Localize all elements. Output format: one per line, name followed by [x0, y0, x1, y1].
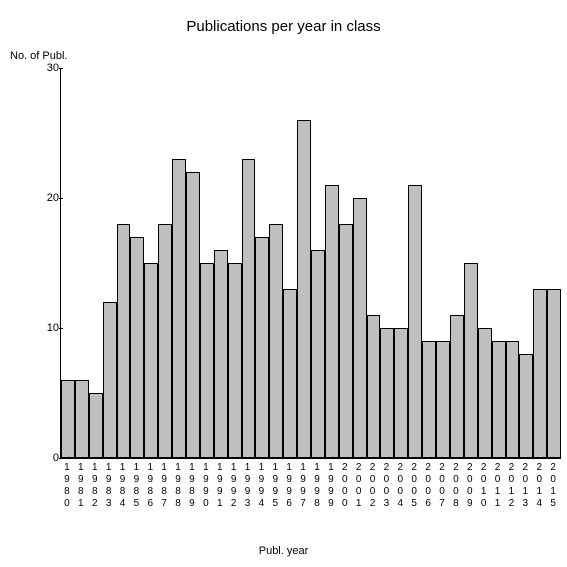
bar — [117, 224, 131, 458]
y-tick-label: 10 — [29, 322, 59, 334]
x-tick-label: 1997 — [296, 462, 310, 510]
bar — [436, 341, 450, 458]
bar — [311, 250, 325, 458]
x-tick-label: 2008 — [449, 462, 463, 510]
y-tick-label: 30 — [29, 62, 59, 74]
bar — [242, 159, 256, 458]
bar — [325, 185, 339, 458]
x-axis-label: Publ. year — [0, 545, 567, 557]
bar — [89, 393, 103, 458]
bar — [61, 380, 75, 458]
bar — [130, 237, 144, 458]
x-tick-label: 1983 — [102, 462, 116, 510]
x-tick-label: 2015 — [546, 462, 560, 510]
x-tick-label: 1992 — [227, 462, 241, 510]
bar — [353, 198, 367, 458]
x-tick-label: 1985 — [129, 462, 143, 510]
y-tick-label: 0 — [29, 452, 59, 464]
x-tick-label: 1991 — [213, 462, 227, 510]
x-tick-label: 1984 — [116, 462, 130, 510]
x-tick-label: 2001 — [352, 462, 366, 510]
x-tick-label: 1987 — [157, 462, 171, 510]
x-tick-label: 2003 — [379, 462, 393, 510]
x-tick-label: 1988 — [171, 462, 185, 510]
bar — [186, 172, 200, 458]
x-tick-label: 2002 — [366, 462, 380, 510]
x-tick-label: 2000 — [338, 462, 352, 510]
x-tick-label: 2007 — [435, 462, 449, 510]
bar — [547, 289, 561, 458]
bar — [450, 315, 464, 458]
bar — [283, 289, 297, 458]
x-tick-label: 2009 — [463, 462, 477, 510]
x-tick-label: 2011 — [491, 462, 505, 510]
x-tick-label: 2005 — [407, 462, 421, 510]
chart-title: Publications per year in class — [0, 18, 567, 35]
plot-area — [60, 68, 561, 459]
x-tick-label: 1989 — [185, 462, 199, 510]
x-tick-label: 2004 — [393, 462, 407, 510]
bar — [506, 341, 520, 458]
bar — [533, 289, 547, 458]
x-tick-label: 1994 — [254, 462, 268, 510]
bar — [144, 263, 158, 458]
x-tick-label: 1981 — [74, 462, 88, 510]
x-tick-label: 1990 — [199, 462, 213, 510]
chart-container: Publications per year in class No. of Pu… — [0, 0, 567, 567]
bar — [492, 341, 506, 458]
x-tick-label: 1998 — [310, 462, 324, 510]
x-tick-label: 2013 — [518, 462, 532, 510]
x-tick-label: 1999 — [324, 462, 338, 510]
bar — [422, 341, 436, 458]
bar — [103, 302, 117, 458]
bar — [339, 224, 353, 458]
bar — [228, 263, 242, 458]
bar — [394, 328, 408, 458]
bar — [478, 328, 492, 458]
y-tick-label: 20 — [29, 192, 59, 204]
x-tick-label: 2006 — [421, 462, 435, 510]
bar — [464, 263, 478, 458]
bar — [269, 224, 283, 458]
x-tick-label: 1986 — [143, 462, 157, 510]
bar — [255, 237, 269, 458]
bar — [200, 263, 214, 458]
bar — [75, 380, 89, 458]
x-tick-label: 2014 — [532, 462, 546, 510]
x-tick-label: 1995 — [268, 462, 282, 510]
x-tick-label: 1993 — [241, 462, 255, 510]
bar — [380, 328, 394, 458]
bar — [519, 354, 533, 458]
bar — [214, 250, 228, 458]
bar — [367, 315, 381, 458]
bars-group — [61, 68, 561, 458]
x-tick-label: 1980 — [60, 462, 74, 510]
bar — [408, 185, 422, 458]
bar — [297, 120, 311, 458]
y-axis-label: No. of Publ. — [10, 50, 67, 62]
bar — [158, 224, 172, 458]
x-tick-label: 1996 — [282, 462, 296, 510]
bar — [172, 159, 186, 458]
x-tick-label: 2012 — [505, 462, 519, 510]
x-tick-label: 2010 — [477, 462, 491, 510]
x-tick-labels: 1980198119821983198419851986198719881989… — [60, 462, 560, 510]
x-tick-label: 1982 — [88, 462, 102, 510]
